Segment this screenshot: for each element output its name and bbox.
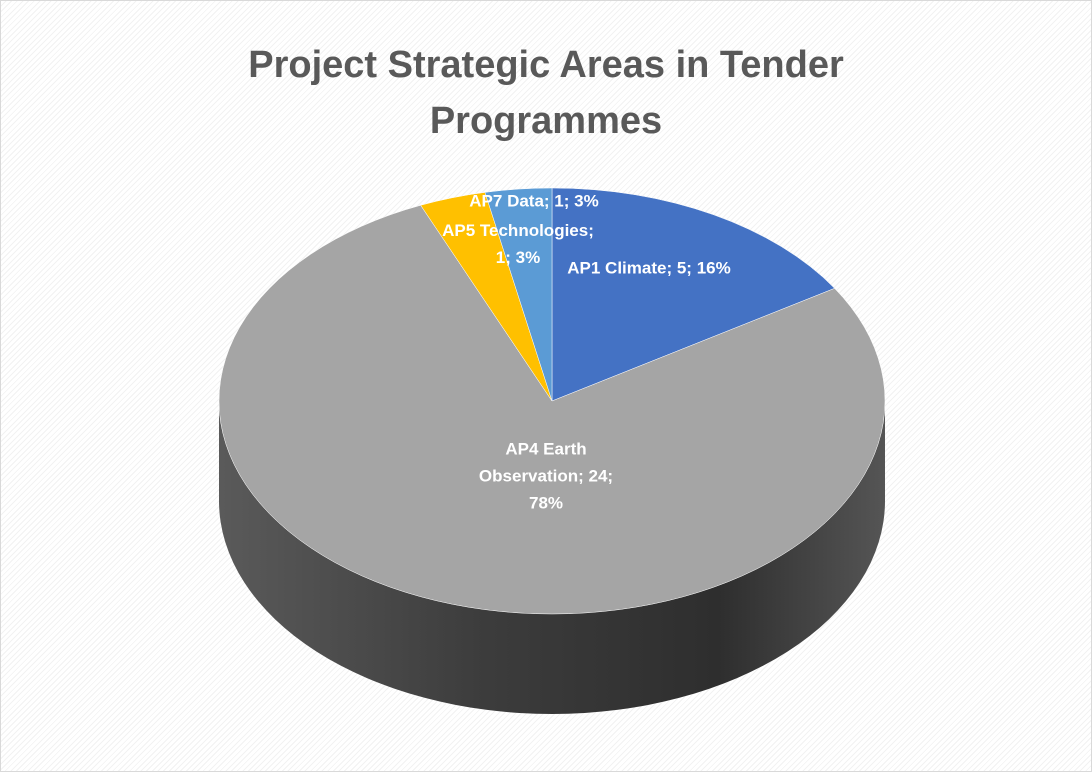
pie-slice	[484, 187, 553, 402]
data-label: AP7 Data; 1; 3%	[469, 191, 599, 211]
data-label: AP5 Technologies; 1; 3%	[442, 221, 594, 267]
data-label: AP4 Earth Observation; 24; 78%	[478, 439, 614, 513]
chart-title: Project Strategic Areas in Tender Progra…	[248, 44, 844, 142]
data-label: AP1 Climate; 5; 16%	[567, 258, 731, 278]
pie-slice	[218, 204, 886, 615]
pie-side	[219, 401, 885, 714]
pie-slice	[551, 187, 836, 402]
